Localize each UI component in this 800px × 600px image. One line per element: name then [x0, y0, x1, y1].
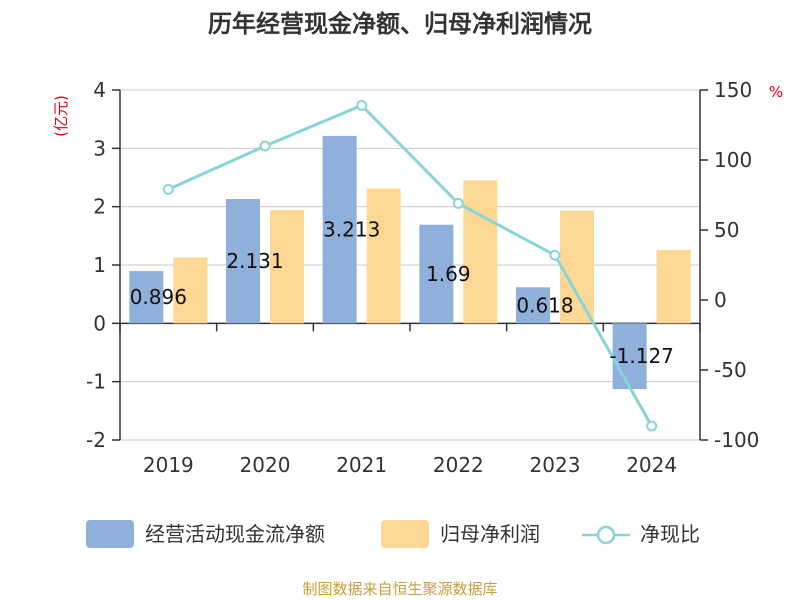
data-labels: 0.896 2.131 3.213 1.69 0.618 -1.127	[130, 218, 674, 369]
bar-netprofit	[656, 249, 691, 324]
legend-swatch-cashflow	[86, 520, 134, 548]
legend-label-cashflow: 经营活动现金流净额	[145, 522, 325, 546]
data-label: 3.213	[323, 218, 380, 242]
left-tick-label: 2	[93, 195, 106, 219]
bars	[129, 135, 691, 390]
left-tick-label: -2	[86, 428, 106, 452]
legend: 经营活动现金流净额 归母净利润 净现比	[86, 520, 700, 548]
axes	[112, 89, 708, 441]
ratio-point	[162, 183, 174, 195]
ratio-polyline	[167, 103, 653, 427]
bar-cashflow	[322, 135, 357, 324]
category-label: 2024	[626, 453, 677, 477]
source-note: 制图数据来自恒生聚源数据库	[302, 580, 497, 598]
category-label: 2023	[530, 453, 581, 477]
legend-swatch-ratio-marker	[596, 525, 616, 545]
bar-cashflow	[516, 287, 550, 324]
grid-lines	[120, 89, 700, 441]
category-label: 2019	[143, 453, 194, 477]
legend-label-ratio: 净现比	[640, 522, 700, 546]
left-axis-unit: (亿元)	[52, 95, 70, 137]
data-label: 2.131	[226, 249, 283, 273]
left-tick-label: 0	[93, 311, 106, 335]
right-tick-label: -50	[714, 358, 747, 382]
ratio-point	[452, 197, 464, 209]
bar-cashflow	[129, 271, 164, 324]
bar-netprofit	[270, 210, 304, 324]
ratio-point	[356, 99, 368, 111]
right-tick-label: 50	[714, 218, 739, 242]
right-tick-label: 100	[714, 148, 752, 172]
left-tick-label: 1	[93, 253, 106, 277]
data-label: -1.127	[609, 344, 673, 368]
category-label: 2021	[336, 453, 387, 477]
category-label: 2020	[240, 453, 291, 477]
legend-swatch-netprofit	[381, 520, 429, 548]
ratio-point	[549, 249, 561, 261]
data-label: 0.896	[130, 285, 187, 309]
data-label: 0.618	[516, 293, 573, 317]
left-tick-label: -1	[86, 370, 106, 394]
bar-netprofit	[560, 210, 594, 324]
data-label: 1.69	[426, 262, 471, 286]
right-tick-label: -100	[714, 428, 759, 452]
tick-labels: -2 -1 0 1 2 3 4 -100 -50 0 50 100 150 2019 2020 2021 202…	[86, 78, 759, 477]
category-label: 2022	[433, 453, 484, 477]
right-tick-label: 0	[714, 288, 727, 312]
bar-cashflow	[612, 323, 647, 390]
bar-netprofit	[173, 257, 208, 324]
ratio-point	[259, 140, 271, 152]
bar-cashflow	[226, 199, 260, 324]
bar-cashflow	[419, 224, 454, 324]
bar-netprofit	[463, 180, 498, 324]
left-tick-label: 4	[93, 78, 106, 102]
left-tick-label: 3	[93, 136, 106, 160]
bar-netprofit	[366, 188, 401, 324]
ratio-point	[646, 420, 658, 432]
right-axis-unit: %	[769, 83, 783, 101]
right-tick-label: 150	[714, 78, 752, 102]
legend-label-netprofit: 归母净利润	[440, 522, 540, 546]
chart-title: 历年经营现金净额、归母净利润情况	[208, 10, 592, 38]
ratio-line	[162, 99, 658, 432]
